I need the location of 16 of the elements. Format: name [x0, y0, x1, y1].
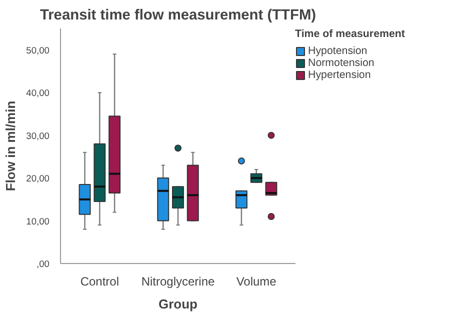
x-tick-label: Control: [80, 274, 120, 288]
chart-title: Treansit time flow measurement (TTFM): [40, 8, 316, 24]
x-axis-title: Group: [158, 296, 198, 312]
y-tick-label: 40,00: [26, 88, 50, 98]
y-tick-label: 50,00: [26, 45, 50, 56]
x-tick-label: Volume: [236, 274, 277, 288]
legend-label: Normotension: [308, 57, 374, 69]
y-tick-label: ,00: [36, 259, 50, 269]
legend-label: Hypertension: [308, 69, 371, 81]
y-tick-label: 30,00: [26, 130, 50, 141]
legend-label: Hypotension: [308, 45, 368, 57]
y-tick-label: 10,00: [26, 216, 50, 226]
x-tick-label: Nitroglycerine: [141, 274, 216, 288]
legend-title: Time of measurement: [295, 28, 405, 40]
y-tick-label: 20,00: [26, 174, 50, 184]
y-axis-title: Flow in ml/min: [3, 100, 18, 192]
